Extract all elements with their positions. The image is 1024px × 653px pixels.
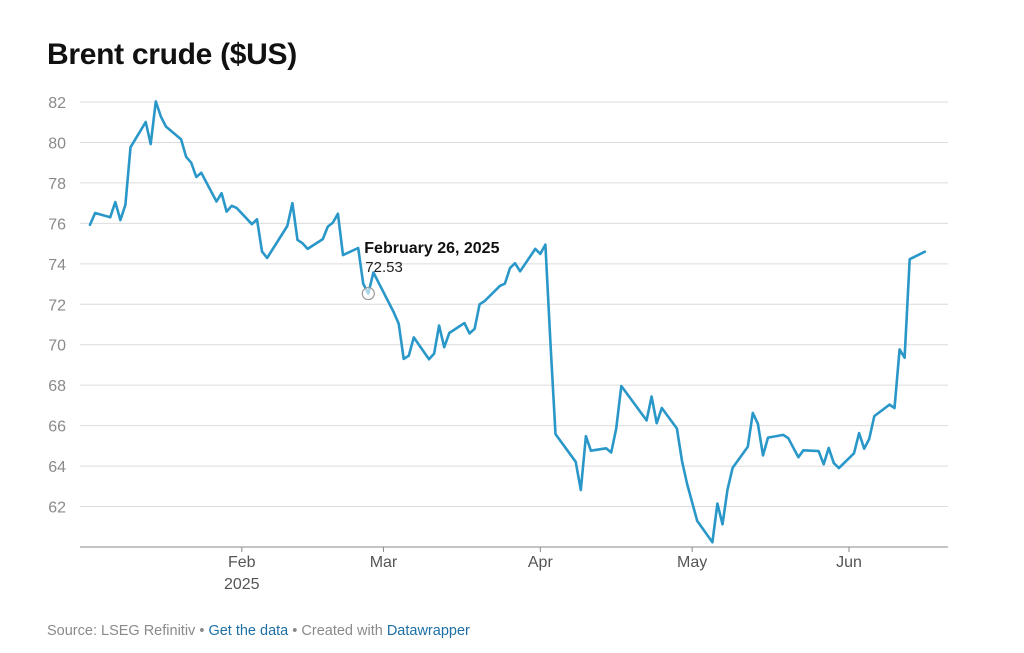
source-text: Source: LSEG Refinitiv: [47, 623, 196, 639]
footer: Source: LSEG Refinitiv • Get the data • …: [47, 623, 470, 639]
x-tick-sublabel: 2025: [224, 576, 260, 593]
tooltip: February 26, 2025 72.53: [361, 240, 500, 301]
y-tick-label: 80: [48, 135, 66, 152]
tooltip-value: 72.53: [365, 259, 403, 276]
y-tick-label: 72: [48, 297, 66, 314]
x-tick-label: May: [677, 554, 707, 571]
separator: •: [195, 623, 209, 639]
tooltip-date: February 26, 2025: [364, 240, 499, 257]
x-tick-label: Mar: [370, 554, 398, 571]
y-tick-label: 82: [48, 95, 66, 112]
x-tick-label: Feb: [228, 554, 256, 571]
y-tick-label: 70: [48, 338, 66, 355]
gridlines: [80, 101, 948, 548]
created-with-text: Created with: [301, 623, 383, 639]
x-tick-label: Jun: [836, 554, 862, 571]
y-tick-label: 68: [48, 378, 66, 395]
y-tick-label: 62: [48, 500, 66, 517]
chart-title: Brent crude ($US): [47, 38, 297, 71]
series-layer: [88, 100, 927, 544]
chart-svg[interactable]: 62 64 66 68 70 72 74 76 78 80 82 Feb 2025 Mar Apr May J…: [0, 0, 1024, 610]
hover-point-marker: [361, 286, 375, 301]
y-tick-label: 66: [48, 419, 66, 436]
y-tick-label: 64: [48, 459, 66, 476]
y-tick-label: 74: [48, 257, 66, 274]
y-tick-label: 76: [48, 216, 66, 233]
x-axis-labels: Feb 2025 Mar Apr May Jun: [224, 547, 862, 593]
price-line[interactable]: [88, 100, 927, 544]
y-axis-labels: 62 64 66 68 70 72 74 76 78 80 82: [48, 95, 66, 517]
y-tick-label: 78: [48, 176, 66, 193]
get-data-link[interactable]: Get the data: [208, 623, 289, 639]
separator: •: [288, 623, 302, 639]
datawrapper-link[interactable]: Datawrapper: [386, 623, 470, 639]
x-tick-label: Apr: [528, 554, 554, 571]
